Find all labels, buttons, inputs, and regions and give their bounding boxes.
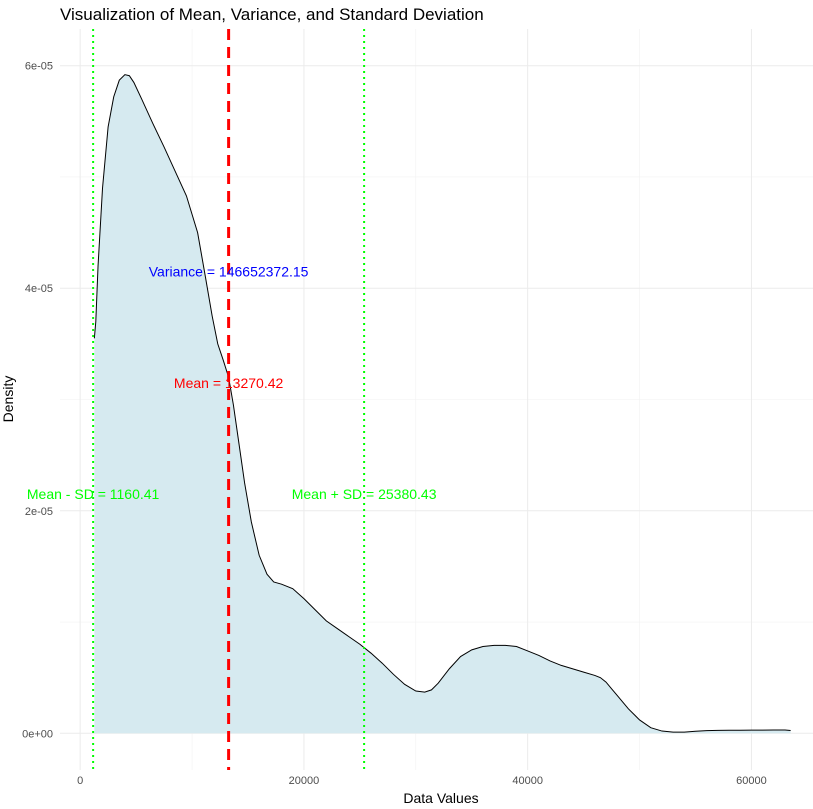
grid — [60, 29, 813, 770]
x-tick-label: 60000 — [736, 775, 767, 787]
y-tick-label: 2e-05 — [25, 506, 53, 518]
y-tick-label: 6e-05 — [25, 61, 53, 73]
y-axis-title: Density — [0, 376, 16, 423]
reference-lines — [92, 29, 366, 770]
y-tick-label: 4e-05 — [25, 283, 53, 295]
x-tick-label: 0 — [77, 775, 83, 787]
axis-ticks: 0 20000 40000 60000 0e+00 2e-05 4e-05 6e-05 — [22, 61, 767, 787]
y-tick-label: 0e+00 — [22, 728, 53, 740]
density-fill — [94, 74, 791, 734]
variance-label: Variance = 146652372.15 — [149, 264, 309, 280]
chart-title: Visualization of Mean, Variance, and Sta… — [60, 5, 484, 24]
density-curve — [93, 74, 791, 733]
density-area — [93, 74, 791, 734]
mean-label: Mean = 13270.42 — [174, 375, 284, 391]
x-tick-label: 40000 — [512, 775, 543, 787]
x-axis-title: Data Values — [403, 790, 478, 806]
x-tick-label: 20000 — [289, 775, 320, 787]
mean-minus-sd-label: Mean - SD = 1160.41 — [27, 486, 160, 502]
annotations: Variance = 146652372.15 Mean = 13270.42 Me… — [27, 264, 437, 503]
mean-plus-sd-label: Mean + SD = 25380.43 — [292, 486, 437, 502]
